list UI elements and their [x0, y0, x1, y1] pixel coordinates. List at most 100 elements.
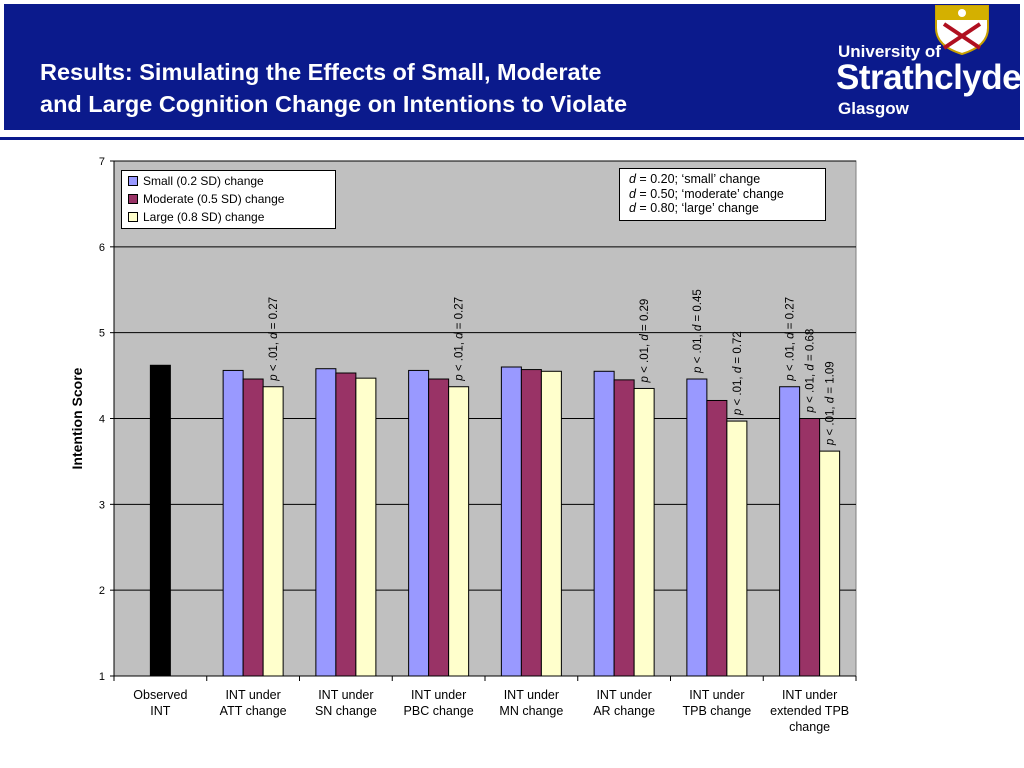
x-tick-label: INT under [782, 688, 837, 702]
bar-small [315, 368, 337, 677]
x-tick-label: extended TPB [770, 704, 849, 718]
x-tick-label: INT under [596, 688, 651, 702]
y-axis-title: Intention Score [69, 367, 85, 469]
significance-label: p < .01, d = 0.68 [805, 329, 817, 414]
legend-label-large: Large (0.8 SD) change [143, 210, 265, 224]
legend-swatch-small [128, 176, 138, 186]
bar-moderate [428, 378, 450, 677]
bar-moderate [242, 378, 264, 677]
significance-label-part: = 0.29 [639, 299, 651, 335]
x-tick-label: TPB change [682, 704, 751, 718]
title-line-2: and Large Cognition Change on Intentions… [40, 91, 628, 117]
logo-glasgow-text: Glasgow [838, 99, 909, 118]
bar-moderate [613, 379, 635, 677]
x-tick-label: PBC change [404, 704, 474, 718]
bar-large [726, 420, 748, 677]
significance-label: p < .01, d = 0.27 [454, 297, 466, 382]
significance-label: p < .01, d = 0.29 [639, 299, 651, 384]
x-tick-label: INT under [225, 688, 280, 702]
bar-large [819, 450, 841, 677]
y-tick-label: 1 [99, 671, 105, 683]
significance-label-part: p [732, 408, 744, 416]
effect-size-key: d = 0.20; ‘small’ change d = 0.50; ‘mode… [619, 168, 826, 221]
bar-moderate [520, 369, 542, 677]
significance-label-part: = 0.27 [268, 297, 280, 333]
significance-label-part: d [825, 396, 837, 403]
d-symbol: d [629, 201, 636, 215]
x-tick-label: change [789, 720, 830, 734]
y-tick-label: 6 [99, 242, 105, 254]
bar-small [500, 366, 522, 677]
title-line-1: Results: Simulating the Effects of Small… [40, 59, 602, 85]
significance-label-part: p [825, 438, 837, 446]
legend-label-moderate: Moderate (0.5 SD) change [143, 192, 285, 206]
y-tick-label: 4 [99, 414, 105, 426]
university-crest-icon [935, 5, 989, 56]
bar-small [779, 386, 801, 677]
significance-label-part: d [454, 332, 466, 339]
significance-label-part: p [805, 406, 817, 414]
bar-observed [149, 364, 171, 677]
significance-label-part: p [639, 375, 651, 383]
significance-label-part: p [454, 374, 466, 382]
significance-label-part: d [639, 334, 651, 341]
significance-label: p < .01, d = 0.72 [732, 331, 744, 416]
significance-label-part: = 0.27 [454, 297, 466, 333]
bar-large [448, 386, 470, 677]
significance-label-part: = 0.27 [785, 297, 797, 333]
x-tick-label: INT under [504, 688, 559, 702]
bar-moderate [799, 418, 821, 677]
significance-label-part: d [805, 364, 817, 371]
significance-label-part: p [785, 374, 797, 382]
significance-label-part: < .01, [692, 331, 704, 366]
legend-item-moderate: Moderate (0.5 SD) change [128, 191, 284, 207]
significance-label-part: = 1.09 [825, 361, 837, 397]
legend-item-small: Small (0.2 SD) change [128, 173, 264, 189]
bar-large [355, 377, 377, 677]
significance-label: p < .01, d = 0.45 [692, 289, 704, 374]
significance-label-part: < .01, [639, 341, 651, 376]
header-banner: Results: Simulating the Effects of Small… [0, 0, 1024, 134]
bar-moderate [335, 372, 357, 677]
x-tick-label: INT under [318, 688, 373, 702]
x-tick-label: INT under [411, 688, 466, 702]
effect-size-moderate-text: = 0.50; ‘moderate’ change [635, 186, 784, 201]
significance-label: p < .01, d = 0.27 [785, 297, 797, 382]
effect-size-small-text: = 0.20; ‘small’ change [635, 172, 761, 186]
y-tick-label: 3 [99, 499, 105, 511]
logo-university-text: University of [838, 42, 941, 61]
bar-large [633, 387, 655, 677]
d-symbol: d [629, 172, 636, 186]
legend-swatch-large [128, 212, 138, 222]
x-tick-label: SN change [315, 704, 377, 718]
effect-size-large-text: = 0.80; ‘large’ change [635, 201, 759, 215]
chart-legend: Small (0.2 SD) change Moderate (0.5 SD) … [121, 170, 336, 229]
significance-label-part: < .01, [732, 373, 744, 408]
x-tick-label: AR change [593, 704, 655, 718]
x-tick-label: MN change [499, 704, 563, 718]
bar-large [540, 370, 562, 677]
y-tick-label: 5 [99, 328, 105, 340]
x-tick-label: INT under [689, 688, 744, 702]
bar-moderate [706, 399, 728, 677]
significance-label-part: = 0.68 [805, 329, 817, 365]
significance-label-part: d [268, 332, 280, 339]
header-rule [0, 137, 1024, 140]
effect-size-large: d = 0.80; ‘large’ change [629, 201, 825, 216]
significance-label-part: < .01, [825, 403, 837, 438]
legend-item-large: Large (0.8 SD) change [128, 209, 264, 225]
significance-label-part: = 0.72 [732, 331, 744, 367]
slide-title: Results: Simulating the Effects of Small… [40, 56, 800, 120]
bar-large [262, 386, 284, 677]
effect-size-moderate: d = 0.50; ‘moderate’ change [629, 187, 825, 202]
significance-label-part: p [268, 374, 280, 382]
y-tick-label: 2 [99, 585, 105, 597]
header-background [4, 4, 1020, 130]
logo-strathclyde-text: Strathclyde [836, 58, 1022, 97]
legend-swatch-moderate [128, 194, 138, 204]
y-tick-label: 7 [99, 156, 105, 168]
significance-label-part: < .01, [268, 339, 280, 374]
significance-label-part: < .01, [454, 339, 466, 374]
significance-label: p < .01, d = 1.09 [825, 361, 837, 446]
d-symbol: d [629, 186, 636, 201]
